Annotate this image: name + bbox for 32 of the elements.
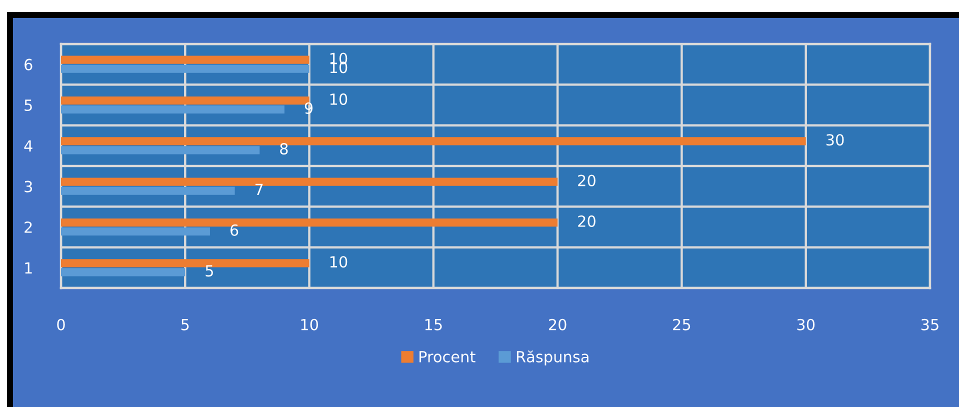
data-label: 30	[826, 134, 844, 146]
x-tick-label: 25	[673, 318, 690, 330]
data-label: 10	[330, 256, 348, 268]
y-tick-label: 2	[24, 221, 32, 233]
data-label: 8	[280, 143, 288, 155]
x-tick-label: 20	[548, 318, 566, 330]
bar	[61, 64, 310, 73]
y-tick-label: 6	[24, 58, 32, 70]
x-tick-label: 15	[425, 319, 442, 330]
bar	[61, 56, 310, 64]
x-tick-label: 35	[921, 318, 938, 330]
y-tick-label: 4	[24, 140, 32, 152]
y-tick-label: 3	[24, 180, 32, 192]
bar	[61, 268, 186, 276]
x-tick-label: 30	[797, 318, 815, 330]
data-label: 5	[206, 265, 213, 277]
y-tick-label: 5	[24, 100, 32, 112]
x-tick-label: 0	[57, 318, 65, 330]
data-label: 6	[230, 224, 238, 236]
bar	[61, 227, 210, 236]
bar	[61, 186, 235, 195]
legend-label: Răspunsa	[516, 350, 588, 366]
legend-label: Procent	[420, 351, 476, 362]
bar	[61, 146, 260, 154]
x-tick-label: 10	[301, 318, 318, 330]
y-tick-label: 1	[25, 262, 32, 274]
data-label: 7	[256, 184, 263, 196]
x-tick-label: 5	[181, 319, 189, 330]
data-label: 10	[330, 93, 348, 105]
data-label: 20	[578, 174, 596, 186]
data-label: 20	[578, 215, 596, 227]
bar	[61, 105, 284, 114]
